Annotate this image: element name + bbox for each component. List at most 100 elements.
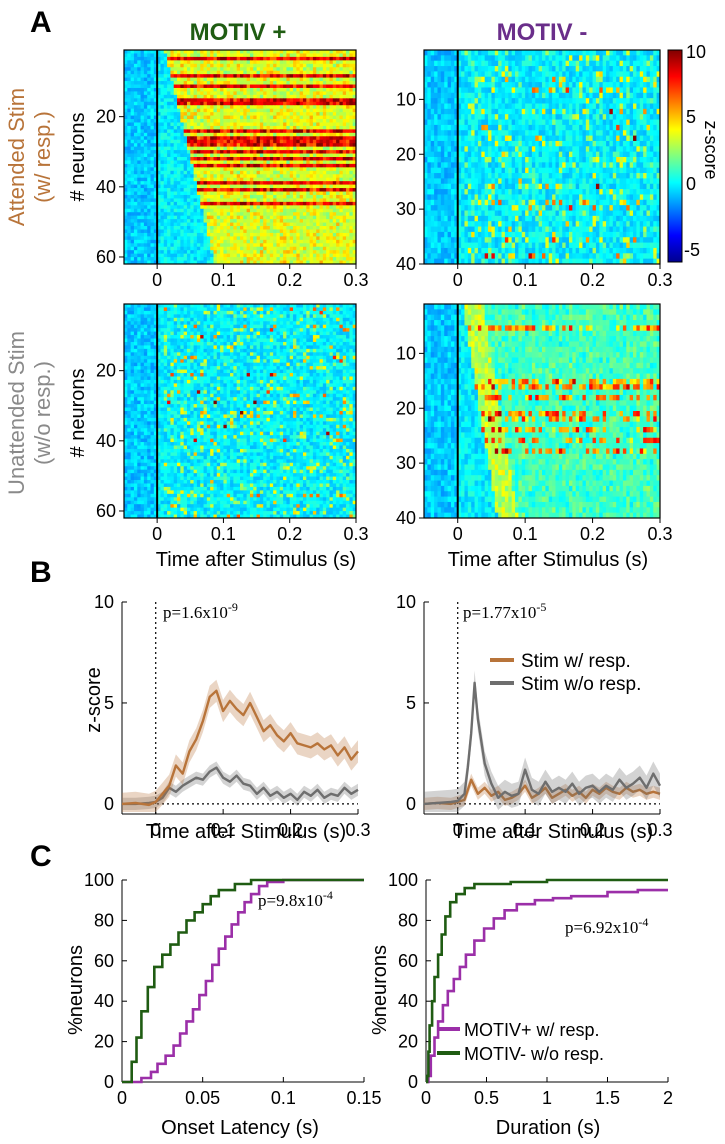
heatmap-cell: [312, 98, 317, 103]
heatmap-cell: [206, 243, 211, 248]
heatmap-cell: [349, 119, 354, 123]
heatmap-cell: [253, 146, 257, 151]
heatmap-cell: [336, 125, 340, 130]
heatmap-cell: [293, 115, 297, 120]
heatmap-cell: [243, 160, 248, 165]
heatmap-cell: [273, 232, 277, 237]
heatmap-cell: [170, 222, 175, 227]
heatmap-cell: [266, 150, 271, 154]
heatmap-cell: [160, 101, 165, 106]
heatmap-cell: [253, 50, 257, 54]
heatmap-cell: [585, 55, 590, 62]
heatmap-cell: [545, 50, 550, 56]
heatmap-cell: [329, 112, 334, 116]
heatmap-cell: [296, 125, 301, 130]
heatmap-cell: [259, 53, 264, 58]
heatmap-cell: [186, 253, 191, 258]
heatmap-cell: [269, 50, 274, 54]
heatmap-cell: [186, 215, 191, 220]
heatmap-cell: [163, 50, 168, 54]
heatmap-cell: [206, 229, 211, 234]
heatmap-cell: [147, 177, 151, 182]
heatmap-cell: [167, 56, 171, 61]
heatmap-cell: [160, 91, 165, 96]
heatmap-cell: [124, 253, 128, 258]
heatmap-cell: [246, 143, 251, 148]
heatmap-cell: [173, 170, 178, 175]
heatmap-cell: [302, 163, 307, 168]
heatmap-cell: [143, 163, 148, 168]
heatmap-cell: [342, 105, 347, 110]
heatmap-cell: [329, 98, 334, 103]
heatmap-cell: [299, 170, 304, 175]
heatmap-cell: [266, 229, 271, 234]
heatmap-cell: [306, 105, 310, 110]
heatmap-cell: [147, 84, 151, 89]
heatmap-cell: [160, 201, 165, 206]
heatmap-cell: [602, 71, 607, 78]
heatmap-cell: [296, 91, 301, 96]
heatmap-cell: [316, 98, 320, 103]
heatmap-cell: [273, 239, 277, 244]
heatmap-cell: [646, 60, 651, 67]
heatmap-cell: [319, 115, 324, 120]
heatmap-cell: [269, 157, 274, 161]
heatmap-cell: [256, 174, 261, 179]
heatmap-cell: [133, 167, 138, 172]
heatmap-cell: [306, 188, 310, 192]
heatmap-cell: [263, 132, 267, 137]
heatmap-cell: [273, 219, 277, 223]
heatmap-cell: [256, 53, 261, 58]
heatmap-cell: [183, 188, 188, 192]
heatmap-cell: [312, 205, 317, 210]
heatmap-cell: [220, 50, 224, 54]
heatmap-cell: [206, 67, 211, 72]
heatmap-cell: [193, 108, 198, 113]
heatmap-cell: [190, 257, 194, 261]
heatmap-cell: [143, 222, 148, 227]
heatmap-cell: [246, 136, 251, 141]
heatmap-cell: [210, 56, 214, 61]
heatmap-cell: [289, 125, 294, 130]
heatmap-cell: [183, 243, 188, 248]
heatmap-cell: [170, 191, 175, 196]
heatmap-cell: [279, 253, 284, 258]
heatmap-cell: [319, 243, 324, 248]
heatmap-cell: [143, 201, 148, 206]
heatmap-cell: [322, 184, 327, 189]
heatmap-cell: [240, 243, 244, 248]
heatmap-cell: [269, 115, 274, 120]
heatmap-cell: [316, 136, 320, 141]
heatmap-cell: [352, 198, 357, 203]
heatmap-cell: [572, 92, 577, 99]
heatmap-cell: [263, 119, 267, 123]
heatmap-cell: [542, 87, 546, 94]
heatmap-cell: [249, 181, 254, 186]
heatmap-cell: [332, 87, 337, 92]
heatmap-cell: [210, 112, 214, 116]
heatmap-cell: [447, 92, 452, 99]
heatmap-cell: [233, 250, 238, 255]
heatmap-cell: [137, 150, 141, 154]
heatmap-cell: [140, 91, 145, 96]
heatmap-cell: [259, 163, 264, 168]
heatmap-cell: [137, 170, 141, 175]
heatmap-cell: [167, 125, 171, 130]
heatmap-cell: [180, 108, 185, 113]
heatmap-cell: [326, 181, 330, 186]
heatmap-cell: [316, 53, 320, 58]
heatmap-cell: [279, 181, 284, 186]
heatmap-cell: [137, 229, 141, 234]
heatmap-cell: [299, 91, 304, 96]
heatmap-cell: [508, 76, 513, 83]
heatmap-cell: [342, 101, 347, 106]
heatmap-cell: [349, 174, 354, 179]
heatmap-cell: [283, 50, 287, 54]
heatmap-cell: [240, 198, 244, 203]
heatmap-cell: [336, 188, 340, 192]
heatmap-cell: [216, 167, 221, 172]
heatmap-cell: [196, 253, 201, 258]
heatmap-cell: [256, 236, 261, 241]
heatmap-cell: [263, 125, 267, 130]
heatmap-cell: [150, 246, 155, 251]
